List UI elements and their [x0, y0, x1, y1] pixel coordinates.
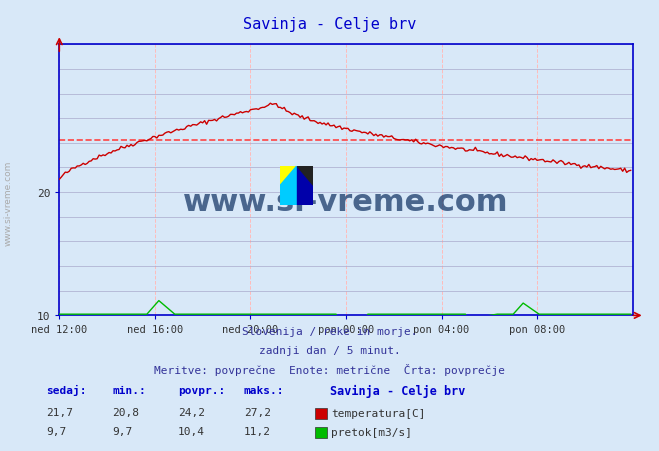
Text: temperatura[C]: temperatura[C]: [331, 409, 426, 419]
Text: 11,2: 11,2: [244, 426, 271, 436]
Polygon shape: [297, 167, 313, 186]
Text: 9,7: 9,7: [46, 426, 67, 436]
Text: www.si-vreme.com: www.si-vreme.com: [183, 188, 509, 216]
Text: Savinja - Celje brv: Savinja - Celje brv: [243, 17, 416, 32]
Text: sedaj:: sedaj:: [46, 385, 86, 396]
Text: 9,7: 9,7: [112, 426, 132, 436]
Text: maks.:: maks.:: [244, 385, 284, 395]
Bar: [315, 408, 327, 419]
Text: min.:: min.:: [112, 385, 146, 395]
Text: 10,4: 10,4: [178, 426, 205, 436]
Polygon shape: [297, 167, 313, 205]
Text: 24,2: 24,2: [178, 407, 205, 417]
Text: Meritve: povprečne  Enote: metrične  Črta: povprečje: Meritve: povprečne Enote: metrične Črta:…: [154, 364, 505, 375]
Text: Savinja - Celje brv: Savinja - Celje brv: [330, 384, 465, 396]
Text: 27,2: 27,2: [244, 407, 271, 417]
Text: zadnji dan / 5 minut.: zadnji dan / 5 minut.: [258, 345, 401, 355]
Bar: [315, 427, 327, 438]
Text: 21,7: 21,7: [46, 407, 73, 417]
Text: povpr.:: povpr.:: [178, 385, 225, 395]
Text: www.si-vreme.com: www.si-vreme.com: [3, 161, 13, 245]
Text: pretok[m3/s]: pretok[m3/s]: [331, 428, 413, 437]
Polygon shape: [280, 167, 297, 186]
Polygon shape: [280, 167, 297, 205]
Text: Slovenija / reke in morje.: Slovenija / reke in morje.: [242, 327, 417, 336]
Text: 20,8: 20,8: [112, 407, 139, 417]
